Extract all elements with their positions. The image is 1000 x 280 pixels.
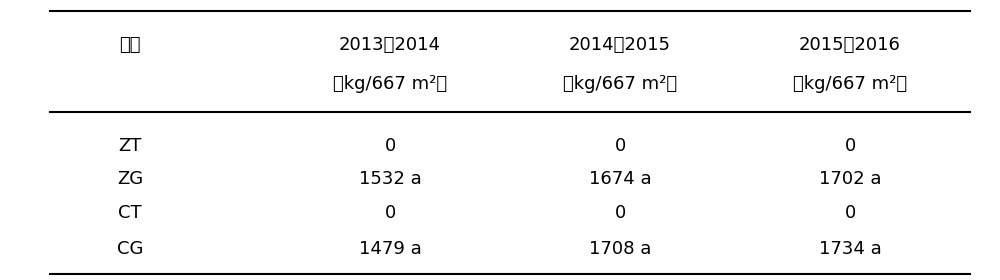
Text: 1674 a: 1674 a — [589, 170, 651, 188]
Text: 0: 0 — [384, 137, 396, 155]
Text: 1702 a: 1702 a — [819, 170, 881, 188]
Text: （kg/667 m²）: （kg/667 m²） — [793, 75, 907, 93]
Text: 2013～2014: 2013～2014 — [339, 36, 441, 54]
Text: ZT: ZT — [118, 137, 142, 155]
Text: ZG: ZG — [117, 170, 143, 188]
Text: （kg/667 m²）: （kg/667 m²） — [333, 75, 447, 93]
Text: （kg/667 m²）: （kg/667 m²） — [563, 75, 677, 93]
Text: 0: 0 — [614, 204, 626, 222]
Text: CG: CG — [117, 240, 143, 258]
Text: CT: CT — [118, 204, 142, 222]
Text: 1532 a: 1532 a — [359, 170, 421, 188]
Text: 0: 0 — [614, 137, 626, 155]
Text: 2015～2016: 2015～2016 — [799, 36, 901, 54]
Text: 0: 0 — [384, 204, 396, 222]
Text: 0: 0 — [844, 204, 856, 222]
Text: 1708 a: 1708 a — [589, 240, 651, 258]
Text: 处理: 处理 — [119, 36, 141, 54]
Text: 1479 a: 1479 a — [359, 240, 421, 258]
Text: 0: 0 — [844, 137, 856, 155]
Text: 2014～2015: 2014～2015 — [569, 36, 671, 54]
Text: 1734 a: 1734 a — [819, 240, 881, 258]
